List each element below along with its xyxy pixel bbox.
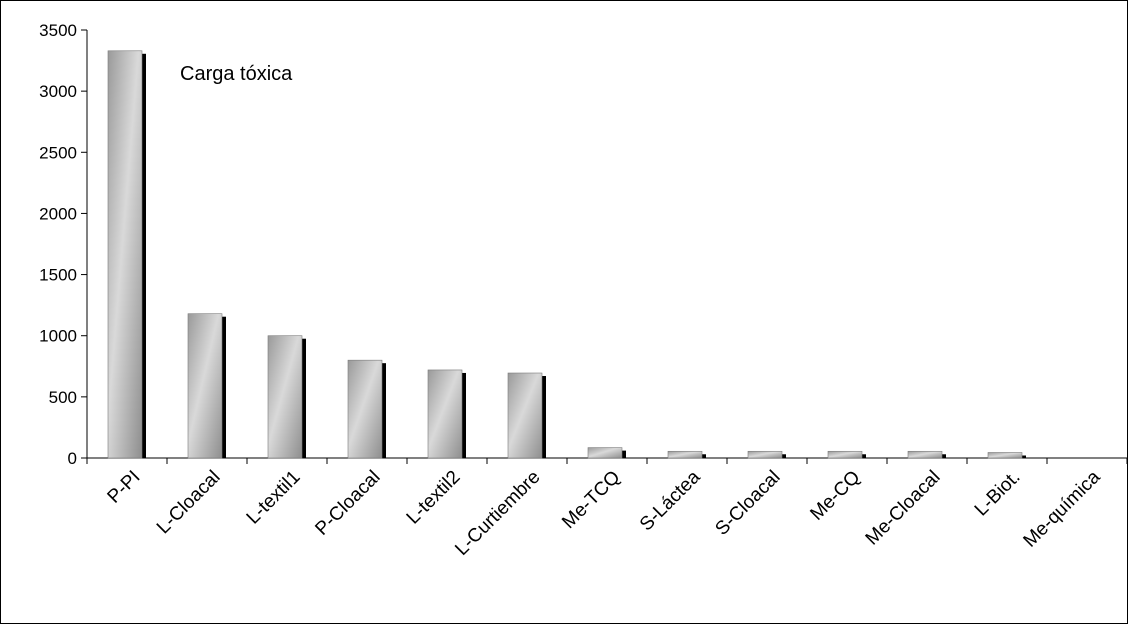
y-tick-label: 2500 — [39, 143, 77, 162]
bar-S-Cloacal — [747, 450, 783, 459]
bar-Me-Cloacal — [907, 450, 943, 459]
x-tick-labels: P-PI L-Cloacal L-textil1 P-Cloacal L-textil2… — [104, 466, 1105, 560]
y-tick-label: 1000 — [39, 327, 77, 346]
bar-P-PI — [107, 50, 143, 459]
y-tick-label: 0 — [68, 449, 77, 468]
bar-L-Biot. — [987, 452, 1023, 459]
y-tick-label: 3500 — [39, 21, 77, 40]
x-tick-label: P-Cloacal — [311, 467, 384, 540]
y-tick-label: 1500 — [39, 266, 77, 285]
x-tick-label: Me-Cloacal — [862, 467, 945, 550]
bar-L-Curtiembre — [507, 372, 543, 459]
x-tick-label: S-Cloacal — [711, 467, 784, 540]
x-tick-label: Me-química — [1020, 466, 1105, 551]
x-tick-label: S-Láctea — [636, 466, 705, 535]
x-tick-label: P-PI — [104, 467, 145, 508]
bar-L-textil2 — [427, 369, 463, 459]
bar-P-Cloacal — [347, 359, 383, 459]
x-tick-label: L-textil2 — [403, 467, 465, 529]
y-tick-label: 3000 — [39, 82, 77, 101]
bar-S-Láctea — [667, 450, 703, 459]
x-tick-label: L-Curtiembre — [451, 467, 544, 560]
x-tick-label: Me-CQ — [806, 467, 864, 525]
bar-L-textil1 — [267, 335, 303, 459]
bar-L-Cloacal — [187, 313, 223, 459]
chart-annotation: Carga tóxica — [180, 63, 293, 85]
bar-Me-CQ — [827, 450, 863, 459]
x-tick-label: Me-TCQ — [558, 467, 624, 533]
x-tick-label: L-textil1 — [243, 467, 305, 529]
bars — [107, 50, 1026, 459]
bar-Me-TCQ — [587, 447, 623, 459]
x-tick-label: L-Biot. — [971, 467, 1025, 521]
y-tick-label: 500 — [49, 388, 77, 407]
x-tick-label: L-Cloacal — [153, 467, 225, 539]
y-tick-label: 2000 — [39, 204, 77, 223]
axes — [81, 29, 1128, 464]
y-tick-labels: 0 500 1000 1500 2000 2500 3000 3500 — [39, 21, 77, 468]
